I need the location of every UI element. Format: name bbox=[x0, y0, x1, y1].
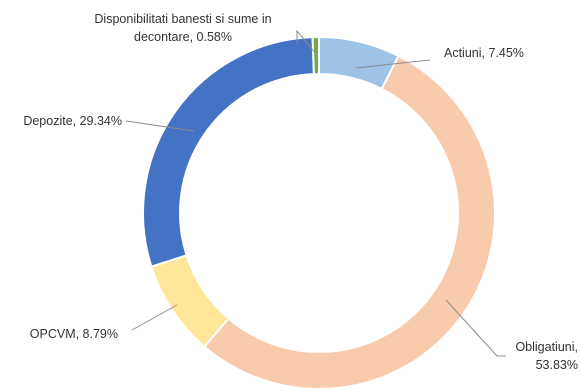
slice-disponibilitati-banesti-si-sume-in-decontare bbox=[311, 35, 320, 76]
chart-leader-lines bbox=[125, 29, 506, 357]
slice-opcvm bbox=[150, 254, 230, 348]
slice-depozite bbox=[142, 36, 315, 268]
leader-line-opcvm bbox=[131, 304, 178, 331]
data-label-depozite: Depozite, 29.34% bbox=[23, 114, 122, 128]
leader-line-actiuni bbox=[355, 59, 431, 69]
data-label-obligatiuni: Obligatiuni, 53.83% bbox=[515, 340, 578, 372]
data-label-actiuni: Actiuni, 7.45% bbox=[444, 46, 524, 60]
data-label-opcvm: OPCVM, 8.79% bbox=[30, 327, 118, 341]
leader-line-depozite bbox=[125, 120, 195, 132]
slice-obligatiuni bbox=[202, 54, 496, 390]
chart-slices bbox=[142, 35, 496, 390]
leader-line-disponibilitati-banesti-si-sume-in-decontare bbox=[296, 29, 318, 56]
chart-data-labels: Actiuni, 7.45% Obligatiuni, 53.83% OPCVM, 8… bbox=[23, 12, 578, 372]
data-label-disponibilitati-banesti-si-sume-in-decontare: Disponibilitati banesti si sume in decont… bbox=[94, 12, 271, 44]
leader-line-obligatiuni bbox=[445, 299, 506, 357]
